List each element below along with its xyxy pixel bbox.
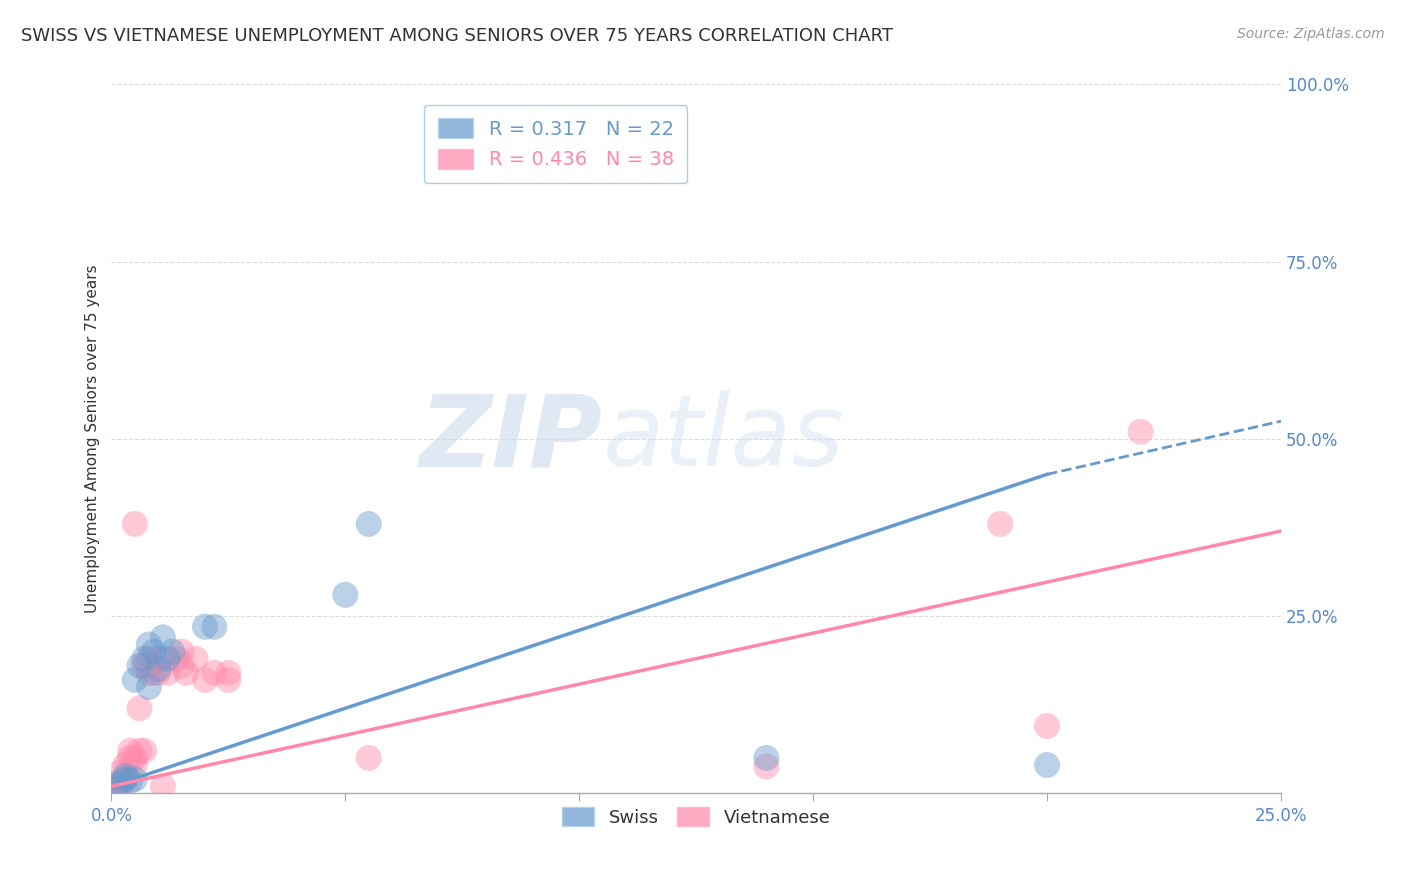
Point [120,744,142,758]
Point [170,644,193,658]
Point [142,644,165,658]
Point [105,782,128,797]
Point [148,651,170,665]
Point [138,638,160,652]
Point [160,644,183,658]
Point [124,758,146,772]
Point [134,658,156,673]
Point [138,651,160,665]
Point [152,779,174,793]
Text: atlas: atlas [603,391,844,487]
Point [357,751,380,765]
Point [124,751,146,765]
Point [128,744,150,758]
Point [170,658,193,673]
Point [217,665,239,680]
Point [166,651,188,665]
Point [142,658,165,673]
Point [357,516,380,531]
Point [217,673,239,687]
Point [138,665,160,680]
Text: ZIP: ZIP [419,391,603,487]
Point [124,516,146,531]
Point [124,673,146,687]
Point [124,772,146,787]
Text: SWISS VS VIETNAMESE UNEMPLOYMENT AMONG SENIORS OVER 75 YEARS CORRELATION CHART: SWISS VS VIETNAMESE UNEMPLOYMENT AMONG S… [21,27,893,45]
Point [114,772,136,787]
Legend: Swiss, Vietnamese: Swiss, Vietnamese [554,800,838,834]
Point [105,779,128,793]
Point [134,651,156,665]
Point [110,779,132,793]
Y-axis label: Unemployment Among Seniors over 75 years: Unemployment Among Seniors over 75 years [86,265,100,613]
Point [134,744,156,758]
Point [1036,719,1059,733]
Text: Source: ZipAtlas.com: Source: ZipAtlas.com [1237,27,1385,41]
Point [184,651,207,665]
Point [148,665,170,680]
Point [1129,425,1152,439]
Point [194,673,217,687]
Point [114,772,136,787]
Point [152,631,174,645]
Point [142,665,165,680]
Point [202,665,225,680]
Point [335,588,357,602]
Point [755,759,778,773]
Point [105,775,128,789]
Point [128,658,150,673]
Point [128,701,150,715]
Point [156,651,179,665]
Point [156,665,179,680]
Point [755,751,778,765]
Point [174,665,197,680]
Point [114,758,136,772]
Point [148,662,170,676]
Point [138,680,160,694]
Point [120,751,142,765]
Point [194,620,217,634]
Point [114,769,136,783]
Point [110,765,132,780]
Point [120,773,142,788]
Point [1036,758,1059,772]
Point [988,516,1011,531]
Point [202,620,225,634]
Point [105,779,128,793]
Point [110,775,132,789]
